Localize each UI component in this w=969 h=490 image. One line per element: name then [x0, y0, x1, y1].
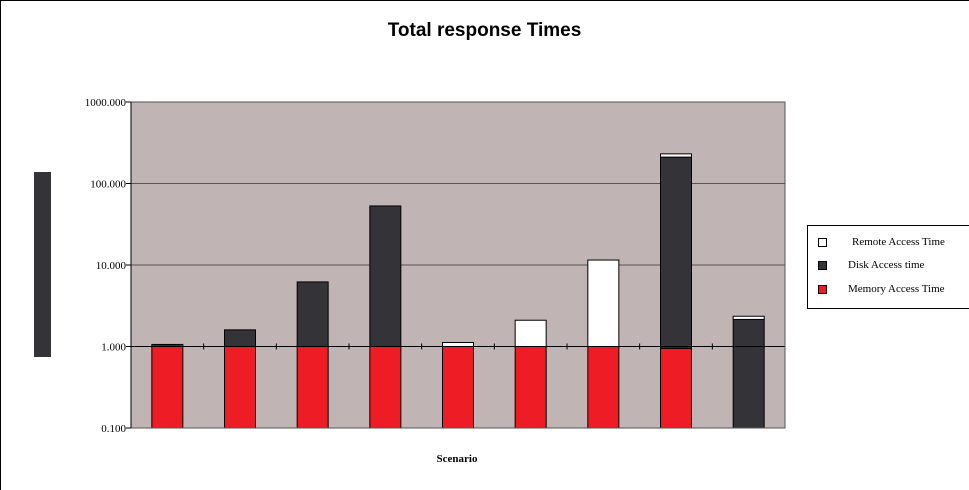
bar-segment: [296, 346, 329, 429]
x-axis-label: Scenario: [437, 453, 478, 465]
bar-segment: [660, 156, 692, 349]
y-axis-label-block: [34, 172, 51, 357]
bar-segment: [369, 346, 402, 429]
legend-label-remote: Remote Access Time: [852, 236, 945, 248]
bar-segment: [732, 315, 765, 320]
bar-segment: [442, 346, 474, 429]
bar-segment: [369, 205, 402, 347]
legend-label-memory: Memory Access Time: [848, 283, 945, 295]
bar-segment: [732, 318, 765, 429]
bar-segment: [224, 346, 256, 429]
bar-segment: [660, 153, 692, 158]
bar-segment: [151, 346, 184, 429]
bar-segment: [296, 281, 329, 347]
y-tick-label: 1000.000: [85, 97, 127, 109]
y-tick-label: 0.100: [101, 423, 126, 435]
bar-segment: [587, 346, 620, 429]
bar-segment: [660, 347, 692, 429]
y-tick-label: 1.000: [101, 342, 126, 354]
legend: Remote Access Time Disk Access time Memo…: [807, 225, 969, 309]
bar-segment: [442, 341, 474, 348]
bar-segment: [224, 329, 256, 348]
bar-segment: [514, 346, 547, 429]
legend-swatch-memory: [818, 285, 827, 294]
bar-segment: [514, 319, 547, 348]
bar-segment: [587, 259, 620, 348]
y-tick-label: 100.000: [90, 179, 126, 191]
legend-swatch-disk: [818, 261, 827, 270]
y-tick-label: 10.000: [96, 260, 127, 272]
legend-label-disk: Disk Access time: [848, 259, 925, 271]
legend-swatch-remote: [818, 238, 827, 247]
chart-title: Total response Times: [387, 20, 582, 41]
